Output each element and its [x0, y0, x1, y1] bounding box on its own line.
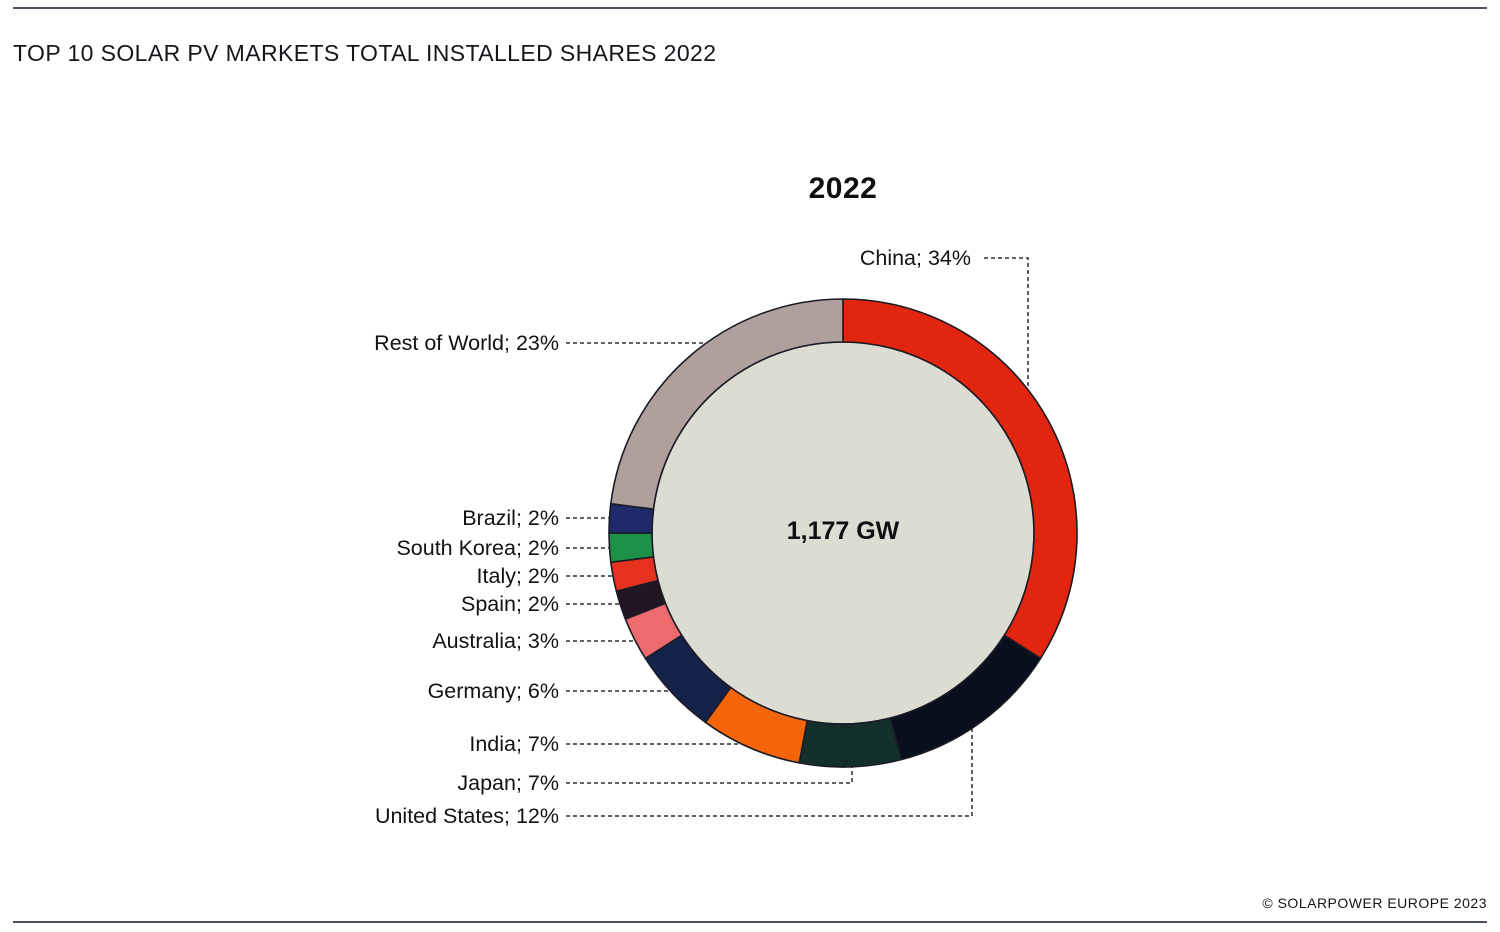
credit-line: © SOLARPOWER EUROPE 2023	[1262, 895, 1487, 911]
leader-united-states	[566, 728, 973, 817]
center-total-label: 1,177 GW	[786, 517, 900, 545]
leader-japan	[566, 766, 853, 784]
label-australia: Australia; 3%	[432, 629, 559, 653]
label-japan: Japan; 7%	[457, 771, 559, 795]
label-italy: Italy; 2%	[476, 564, 559, 588]
slice-rest-of-world[interactable]	[610, 298, 844, 510]
top-rule	[13, 7, 1487, 9]
label-spain: Spain; 2%	[460, 592, 559, 616]
label-brazil: Brazil; 2%	[462, 506, 559, 530]
label-south-korea: South Korea; 2%	[396, 536, 559, 560]
label-china: China; 34%	[859, 246, 971, 270]
label-germany: Germany; 6%	[427, 679, 559, 703]
label-india: India; 7%	[469, 732, 559, 756]
label-rest-of-world: Rest of World; 23%	[374, 331, 559, 355]
chart-year-title: 2022	[808, 172, 878, 205]
slice-japan[interactable]	[798, 717, 902, 768]
bottom-rule	[13, 921, 1487, 923]
slice-south-korea[interactable]	[608, 532, 655, 564]
page-title: TOP 10 SOLAR PV MARKETS TOTAL INSTALLED …	[13, 40, 717, 66]
leader-china	[984, 257, 1029, 390]
label-united-states: United States; 12%	[374, 804, 559, 828]
